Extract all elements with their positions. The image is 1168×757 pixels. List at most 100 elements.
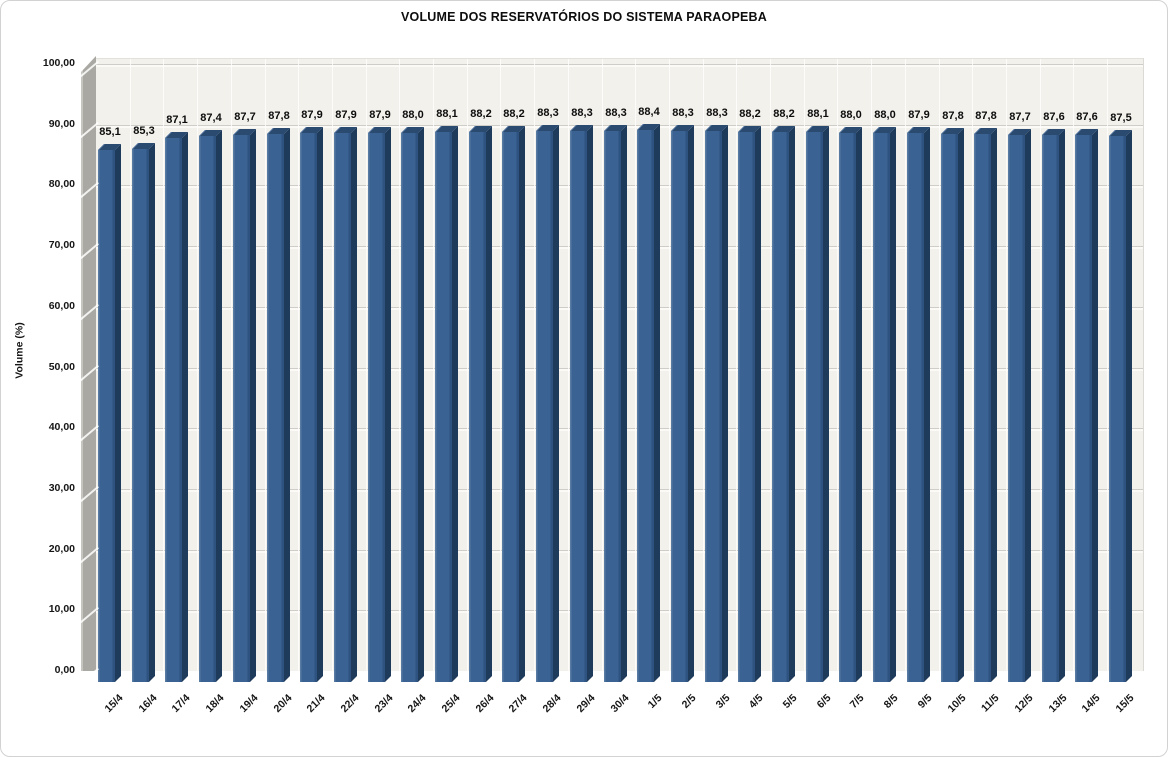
gridline-vertical (130, 59, 131, 671)
gridline-vertical (972, 59, 973, 671)
y-tick-label: 0,00 (54, 664, 75, 676)
bar-side-face (789, 126, 795, 682)
bar (738, 132, 755, 682)
bar (469, 132, 486, 682)
gridline-vertical (433, 59, 434, 671)
bar-side-face (149, 143, 155, 682)
bar-value-label: 88,1 (807, 108, 829, 120)
gridline-vertical (905, 59, 906, 671)
gridline-vertical (804, 59, 805, 671)
y-tick-label: 100,00 (42, 57, 75, 69)
y-tick-label: 90,00 (48, 117, 75, 130)
bar-side-face (587, 125, 593, 682)
bar-value-label: 85,3 (133, 125, 155, 137)
bar-value-label: 87,8 (975, 110, 997, 122)
gridline-vertical (1006, 59, 1007, 671)
y-tick-label: 30,00 (48, 481, 75, 494)
gridline-vertical (163, 59, 164, 671)
bar-side-face (1092, 129, 1098, 682)
bar-value-label: 88,3 (672, 107, 694, 119)
bar-value-label: 88,0 (402, 109, 424, 121)
bar-side-face (991, 128, 997, 682)
y-tick-label: 50,00 (48, 360, 75, 373)
bar-side-face (1059, 129, 1065, 682)
y-tick-label: 60,00 (48, 299, 75, 312)
bar (1109, 136, 1126, 682)
gridline-vertical (736, 59, 737, 671)
bar (806, 132, 823, 682)
bar (974, 134, 991, 682)
bar-value-label: 88,2 (503, 108, 525, 120)
gridline-vertical (265, 59, 266, 671)
bar-value-label: 88,2 (739, 108, 761, 120)
bar (604, 131, 621, 682)
bar (772, 132, 789, 682)
bar (435, 132, 452, 682)
bar (199, 136, 216, 682)
bar-side-face (182, 132, 188, 682)
bar-value-label: 88,3 (706, 107, 728, 119)
gridline-vertical (1107, 59, 1108, 671)
bar (132, 149, 149, 682)
bar (705, 131, 722, 682)
bar-side-face (115, 144, 121, 682)
bar-value-label: 87,4 (200, 112, 222, 124)
gridline-vertical (298, 59, 299, 671)
bar-side-face (250, 129, 256, 682)
bar-side-face (654, 124, 660, 682)
gridline-vertical (602, 59, 603, 671)
bar (334, 133, 351, 682)
y-axis-title: Volume (%) (13, 322, 26, 379)
bar (233, 135, 250, 682)
bar (839, 133, 856, 682)
bar-value-label: 87,6 (1043, 111, 1065, 123)
bar-value-label: 87,8 (268, 110, 290, 122)
gridline-vertical (871, 59, 872, 671)
bar (570, 131, 587, 682)
bar (1042, 135, 1059, 682)
bar-side-face (1025, 129, 1031, 682)
bar-side-face (621, 125, 627, 682)
gridline-vertical (467, 59, 468, 671)
gridline-vertical (568, 59, 569, 671)
bar-value-label: 88,3 (537, 107, 559, 119)
gridline-vertical (669, 59, 670, 671)
gridline-vertical (332, 59, 333, 671)
bar (502, 132, 519, 682)
bar-side-face (958, 128, 964, 682)
bar-side-face (890, 127, 896, 682)
y-tick-label: 80,00 (48, 178, 75, 191)
gridline-horizontal (96, 64, 1143, 67)
bar-value-label: 88,2 (470, 108, 492, 120)
bar-value-label: 87,7 (234, 111, 256, 123)
bar-side-face (452, 126, 458, 682)
gridline-vertical (500, 59, 501, 671)
gridline-vertical (1040, 59, 1041, 671)
y-tick-label: 20,00 (48, 542, 75, 555)
gridline-vertical (231, 59, 232, 671)
y-tick-label: 70,00 (48, 239, 75, 252)
bar (637, 130, 654, 682)
bar (1075, 135, 1092, 682)
bar-side-face (688, 125, 694, 682)
bar-side-face (284, 128, 290, 682)
bar-value-label: 87,9 (369, 109, 391, 121)
bar-value-label: 88,3 (571, 107, 593, 119)
bar (1008, 135, 1025, 682)
bar-side-face (486, 126, 492, 682)
bar-side-face (722, 125, 728, 682)
bar-value-label: 87,9 (301, 109, 323, 121)
bar-side-face (519, 126, 525, 682)
bar-side-face (823, 126, 829, 682)
bar (165, 138, 182, 682)
bar-side-face (856, 127, 862, 682)
chart-title: VOLUME DOS RESERVATÓRIOS DO SISTEMA PARA… (401, 10, 767, 24)
gridline-vertical (837, 59, 838, 671)
gridline-vertical (534, 59, 535, 671)
bar-value-label: 88,0 (840, 109, 862, 121)
bar (98, 150, 115, 682)
gridline-vertical (1073, 59, 1074, 671)
bar-side-face (755, 126, 761, 682)
bar-side-face (924, 127, 930, 682)
